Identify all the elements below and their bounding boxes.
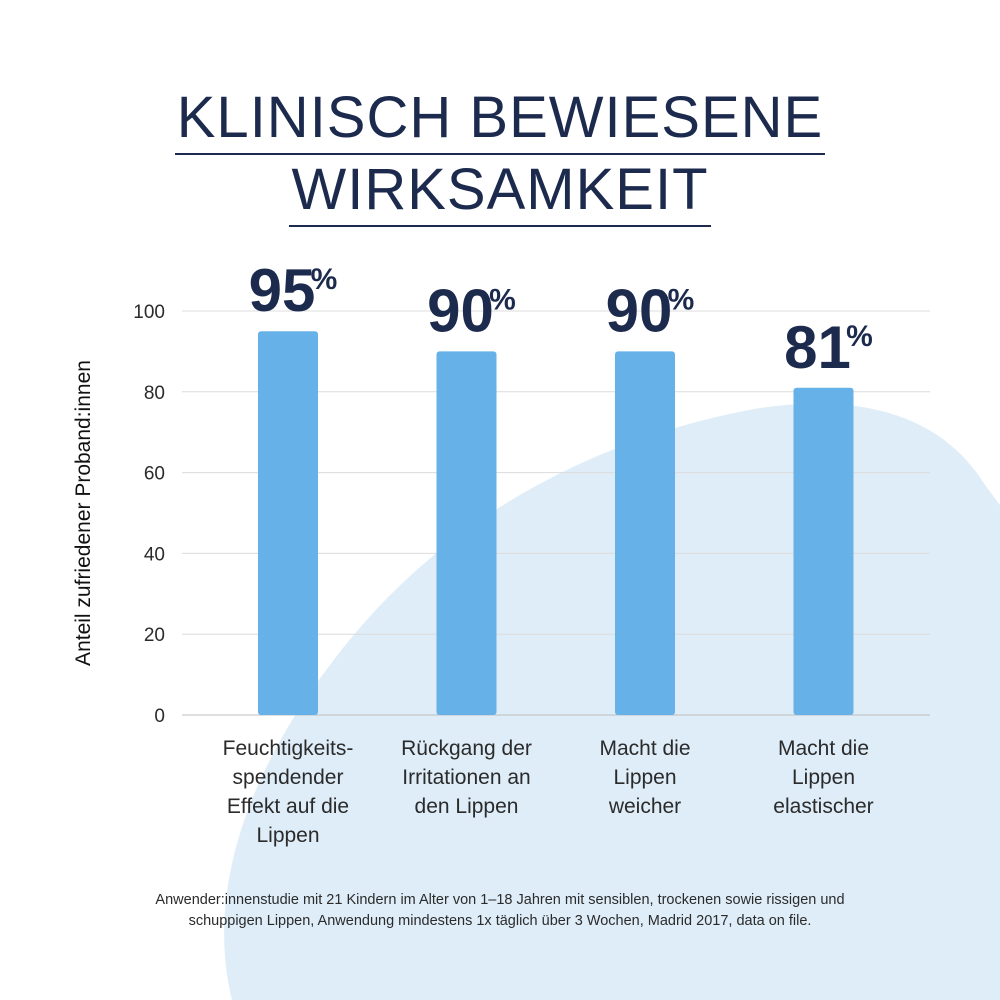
category-label-line: Macht die [778,737,869,760]
value-label-percent: % [489,283,516,316]
value-label-number: 81 [784,314,851,381]
category-label-line: Effekt auf die [227,795,349,818]
category-label-line: Lippen [792,766,855,789]
value-label-number: 90 [606,277,673,344]
y-tick-label: 20 [144,625,165,646]
category-label-line: spendender [233,766,344,789]
bars [258,331,854,715]
value-label: 90% [606,277,695,344]
category-label-line: Rückgang der [401,737,532,760]
value-label: 95% [249,257,338,324]
value-label-percent: % [311,263,338,296]
value-label-number: 95 [249,257,316,324]
value-label-number: 90 [427,277,494,344]
category-label-line: den Lippen [415,795,519,818]
y-tick-label: 80 [144,383,165,404]
footnote-line-1: Anwender:innenstudie mit 21 Kindern im A… [155,892,845,908]
category-label: Feuchtigkeits-spendender Effekt auf die Li… [223,737,354,847]
y-tick-label: 60 [144,464,165,485]
category-label: Macht die Lippen elastischer [773,737,873,818]
bar [615,351,675,715]
category-label: Macht die Lippen weicher [599,737,690,818]
footnote-line-2: schuppigen Lippen, Anwendung mindestens … [188,913,812,929]
category-label-line: Lippen [256,824,319,847]
category-labels: Feuchtigkeits-spendender Effekt auf die Li… [223,737,874,847]
footnote: Anwender:innenstudie mit 21 Kindern im A… [60,890,940,932]
category-label-line: Feuchtigkeits- [223,737,354,760]
y-tick-label: 100 [133,302,165,323]
title-line-2: WIRKSAMKEIT [0,156,1000,227]
category-label-line: elastischer [773,795,873,818]
y-axis-label: Anteil zufriedener Proband:innen [72,360,95,666]
value-label-percent: % [668,283,695,316]
value-label: 90% [427,277,516,344]
y-tick-label: 40 [144,544,165,565]
y-tick-labels: 0 20 40 60 80 100 [133,302,165,727]
title-line-2-text: WIRKSAMKEIT [289,161,711,227]
category-label-line: Lippen [613,766,676,789]
y-tick-label: 0 [154,706,165,727]
title-line-1-text: KLINISCH BEWIESENE [174,89,826,155]
bar [436,351,497,715]
category-label: Rückgang der Irritationen an den Lippen [401,737,532,818]
category-label-line: weicher [608,795,681,818]
value-label-percent: % [846,320,873,353]
title-line-1: KLINISCH BEWIESENE [0,84,1000,155]
category-label-line: Macht die [599,737,690,760]
bar [258,331,318,715]
bar [793,387,854,715]
value-labels: 95% 90% 90%81% [249,257,873,381]
category-label-line: Irritationen an [402,766,530,789]
value-label: 81% [784,314,873,381]
